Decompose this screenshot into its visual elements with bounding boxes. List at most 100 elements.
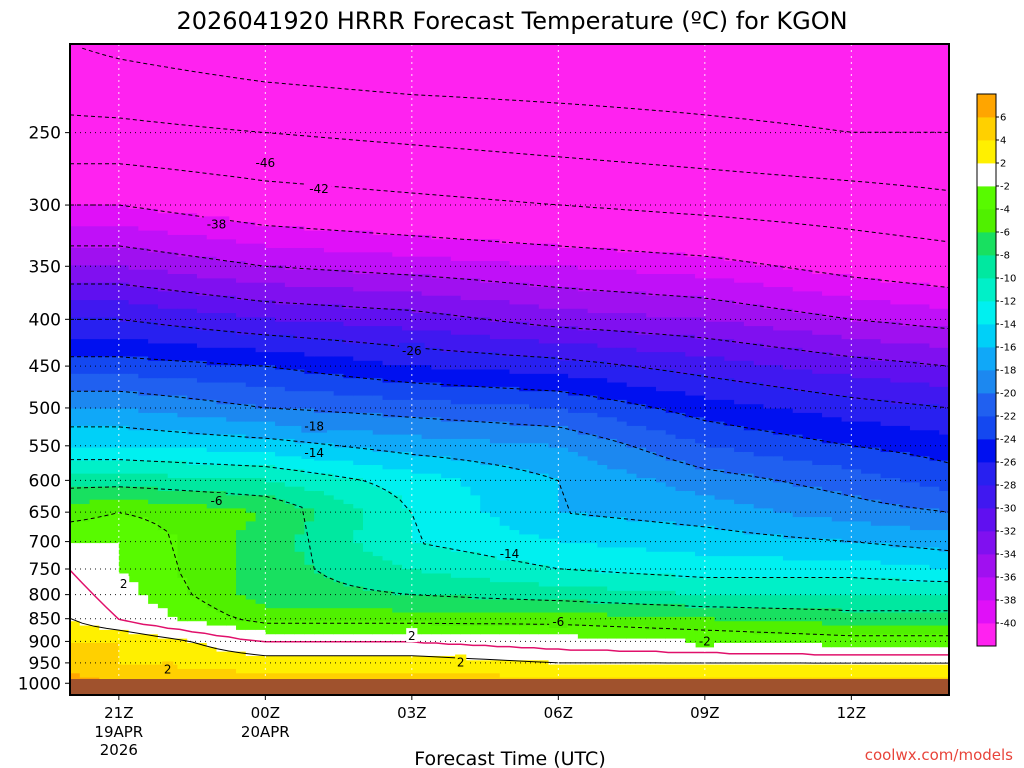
temperature-band bbox=[236, 365, 247, 384]
temperature-band bbox=[597, 664, 608, 679]
temperature-band bbox=[421, 399, 432, 418]
temperature-band bbox=[802, 460, 813, 488]
temperature-band bbox=[724, 621, 735, 631]
temperature-band bbox=[568, 44, 579, 249]
colorbar-swatch bbox=[977, 416, 996, 440]
isotherm-line bbox=[70, 617, 949, 664]
temperature-band bbox=[773, 287, 784, 310]
temperature-band bbox=[538, 612, 550, 627]
temperature-band bbox=[402, 234, 413, 258]
y-axis: 2503003504004505005506006507007508008509… bbox=[18, 124, 70, 694]
temperature-band bbox=[714, 577, 725, 596]
temperature-band bbox=[538, 564, 550, 588]
temperature-band bbox=[353, 634, 364, 657]
temperature-band bbox=[109, 391, 120, 410]
temperature-band bbox=[900, 326, 911, 345]
temperature-band bbox=[118, 321, 130, 340]
temperature-band bbox=[597, 638, 608, 666]
temperature-band bbox=[636, 447, 647, 479]
temperature-band bbox=[841, 373, 852, 397]
temperature-band bbox=[743, 404, 755, 431]
temperature-band bbox=[372, 308, 384, 327]
temperature-band bbox=[353, 447, 364, 466]
temperature-band bbox=[704, 421, 716, 449]
temperature-band bbox=[470, 44, 481, 240]
temperature-band bbox=[109, 44, 120, 206]
temperature-band bbox=[157, 460, 169, 475]
temperature-band bbox=[343, 252, 354, 271]
colorbar-label: -2 bbox=[1000, 182, 1010, 193]
temperature-band bbox=[489, 421, 501, 444]
contour-label-bg bbox=[118, 576, 130, 591]
temperature-band bbox=[900, 647, 911, 666]
temperature-band bbox=[333, 44, 345, 232]
temperature-band bbox=[206, 451, 218, 466]
temperature-band bbox=[245, 404, 257, 423]
temperature-band bbox=[196, 447, 208, 466]
temperature-band bbox=[480, 634, 491, 661]
temperature-band bbox=[411, 274, 423, 292]
temperature-band bbox=[70, 356, 81, 375]
temperature-band bbox=[206, 608, 218, 627]
temperature-band bbox=[470, 460, 481, 496]
temperature-band bbox=[294, 408, 305, 427]
temperature-band bbox=[851, 321, 862, 340]
temperature-band bbox=[509, 282, 520, 305]
temperature-band bbox=[392, 564, 403, 596]
temperature-band bbox=[138, 378, 149, 397]
temperature-band bbox=[70, 425, 81, 449]
temperature-band bbox=[822, 295, 833, 319]
temperature-band bbox=[128, 460, 139, 475]
contour-label-bg bbox=[455, 654, 467, 669]
temperature-band bbox=[499, 582, 511, 601]
temperature-band bbox=[939, 287, 949, 310]
temperature-band bbox=[841, 44, 852, 275]
temperature-band bbox=[372, 621, 384, 635]
ground-strip bbox=[70, 679, 949, 695]
temperature-band bbox=[411, 434, 423, 457]
temperature-band bbox=[343, 478, 354, 505]
temperature-band bbox=[157, 269, 169, 292]
temperature-band bbox=[314, 608, 325, 622]
temperature-band bbox=[216, 313, 227, 332]
temperature-band bbox=[138, 664, 149, 687]
temperature-band bbox=[548, 356, 559, 375]
temperature-band bbox=[773, 482, 784, 514]
temperature-band bbox=[323, 473, 335, 496]
temperature-band bbox=[743, 360, 755, 384]
temperature-band bbox=[128, 634, 139, 666]
temperature-band bbox=[704, 278, 716, 301]
temperature-band bbox=[548, 44, 559, 245]
temperature-band bbox=[109, 300, 120, 319]
temperature-band bbox=[236, 317, 247, 336]
temperature-band bbox=[665, 352, 677, 371]
temperature-band bbox=[333, 499, 345, 583]
temperature-band bbox=[206, 330, 218, 349]
temperature-band bbox=[822, 538, 833, 562]
temperature-band bbox=[460, 404, 472, 423]
temperature-band bbox=[99, 391, 110, 410]
temperature-band bbox=[743, 343, 755, 362]
temperature-band bbox=[773, 608, 784, 622]
temperature-band bbox=[118, 247, 130, 266]
temperature-band bbox=[196, 417, 208, 436]
temperature-band bbox=[392, 469, 403, 496]
temperature-band bbox=[851, 577, 862, 596]
temperature-band bbox=[695, 443, 706, 470]
temperature-band bbox=[597, 378, 608, 401]
temperature-band bbox=[363, 326, 374, 345]
temperature-band bbox=[812, 486, 823, 518]
temperature-band bbox=[480, 599, 491, 614]
temperature-band bbox=[187, 434, 198, 449]
temperature-band bbox=[568, 326, 579, 345]
temperature-band bbox=[343, 412, 354, 431]
temperature-band bbox=[109, 543, 120, 631]
temperature-band bbox=[343, 447, 354, 462]
temperature-band bbox=[187, 595, 198, 622]
temperature-band bbox=[587, 638, 598, 666]
temperature-band bbox=[118, 447, 130, 462]
temperature-band bbox=[187, 291, 198, 310]
temperature-band bbox=[607, 313, 618, 332]
temperature-band bbox=[646, 629, 657, 640]
temperature-band bbox=[909, 508, 921, 531]
